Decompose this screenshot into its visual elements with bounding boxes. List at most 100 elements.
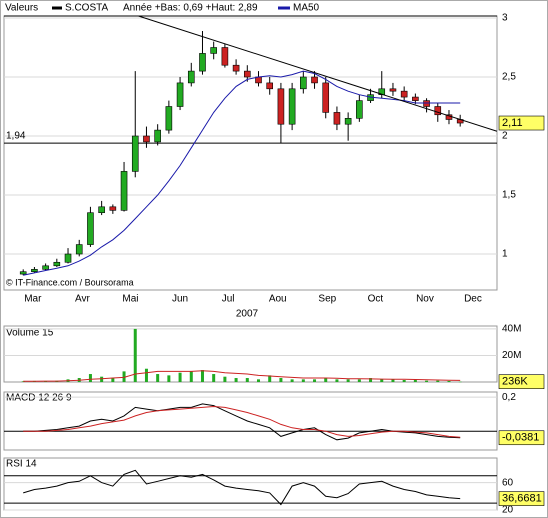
volume-bar xyxy=(402,380,406,382)
y-tick-label: 20M xyxy=(502,350,521,361)
volume-bar xyxy=(223,376,227,382)
x-tick-label: Nov xyxy=(416,294,434,305)
panel-frame xyxy=(3,391,498,451)
volume-bar xyxy=(257,379,261,382)
support-label: 1,94 xyxy=(6,131,26,142)
candle-body xyxy=(400,90,408,98)
candle-body xyxy=(42,265,49,270)
volume-bar xyxy=(290,379,294,382)
volume-bar xyxy=(245,378,249,382)
candle-body xyxy=(333,112,341,125)
last-value-box xyxy=(498,430,545,446)
panel-frame xyxy=(3,325,498,383)
last-value-box xyxy=(498,115,545,131)
legend-entry: S.COSTA xyxy=(65,3,108,14)
candle-body xyxy=(109,206,117,211)
volume-bar xyxy=(122,371,126,382)
volume-bar xyxy=(335,379,339,382)
candle-body xyxy=(19,271,27,275)
candle-body xyxy=(300,76,307,90)
candle-body xyxy=(53,261,61,267)
candle-body xyxy=(154,129,161,143)
y-tick-label: 20 xyxy=(502,505,514,516)
last-value-label: 36,6681 xyxy=(502,493,542,505)
volume-bar xyxy=(144,368,148,382)
volume-bar xyxy=(189,371,193,382)
volume-bar xyxy=(111,378,115,382)
y-tick-label: 60 xyxy=(502,477,514,488)
volume-average xyxy=(23,370,461,382)
x-tick-label: Oct xyxy=(368,294,384,305)
candle-body xyxy=(288,88,296,125)
last-value-box xyxy=(498,374,545,389)
y-tick-label: 2 xyxy=(502,131,508,142)
volume-bar xyxy=(88,374,92,382)
candle-body xyxy=(187,70,195,84)
candle-body xyxy=(322,82,330,113)
candle-body xyxy=(221,47,229,66)
candle-body xyxy=(199,53,206,72)
candle-body xyxy=(165,106,173,131)
volume-bar xyxy=(200,370,204,382)
volume-bar xyxy=(212,374,216,382)
volume-bar xyxy=(380,379,384,382)
volume-bar xyxy=(268,375,272,382)
last-value-label: 2,11 xyxy=(502,117,523,129)
volume-bar xyxy=(324,378,328,382)
volume-bar xyxy=(436,380,440,382)
x-tick-label: Mai xyxy=(122,294,138,305)
legend-entry: MA50 xyxy=(293,3,320,14)
panel-title: MACD 12 26 9 xyxy=(6,393,72,404)
x-tick-label: Avr xyxy=(75,294,90,305)
volume-bar xyxy=(425,380,429,382)
volume-bar xyxy=(357,379,361,382)
last-value-label: 236K xyxy=(502,376,528,388)
indicator-line xyxy=(23,403,461,441)
candle-body xyxy=(232,64,240,72)
candle-body xyxy=(131,135,139,172)
y-tick-label: 1 xyxy=(502,249,508,260)
candle-body xyxy=(210,47,217,54)
y-tick-label: 3 xyxy=(502,13,508,24)
y-tick-label: 0,2 xyxy=(502,392,516,403)
x-axis-label: 2007 xyxy=(236,309,259,320)
x-tick-label: Mar xyxy=(24,294,42,305)
x-tick-label: Aou xyxy=(269,294,287,305)
source: © IT-Finance.com / Boursorama xyxy=(6,277,134,287)
panel-title: Volume 15 xyxy=(6,328,54,339)
candle-body xyxy=(277,88,285,125)
last-value-box xyxy=(498,491,545,506)
volume-bar xyxy=(44,381,48,382)
volume-bar xyxy=(346,379,350,382)
x-tick-label: Sep xyxy=(318,294,336,305)
candle-body xyxy=(389,88,397,92)
y-tick-label: 2,5 xyxy=(502,72,516,83)
candle-body xyxy=(423,100,430,107)
candle-body xyxy=(31,269,38,273)
indicator-line xyxy=(23,405,461,438)
candle-body xyxy=(176,82,184,107)
legend-title: Valeurs xyxy=(5,3,38,14)
candle-body xyxy=(266,82,274,90)
volume-bar xyxy=(413,380,417,382)
panel-title: RSI 14 xyxy=(6,459,37,470)
volume-bar xyxy=(100,376,104,382)
candle-body xyxy=(412,96,419,101)
candle-body xyxy=(434,106,442,116)
volume-bar xyxy=(167,375,171,382)
candle-body xyxy=(98,206,105,214)
candle-body xyxy=(120,171,128,211)
candle-body xyxy=(75,244,83,255)
volume-bar xyxy=(156,374,160,382)
volume-bar xyxy=(369,378,373,382)
volume-bar xyxy=(279,378,283,382)
volume-bar xyxy=(313,379,317,382)
moving-average xyxy=(23,70,461,276)
x-tick-label: Dec xyxy=(464,294,482,305)
volume-bar xyxy=(447,380,451,382)
range-note: Année +Bas: 0,69 +Haut: 2,89 xyxy=(123,3,258,14)
candle-body xyxy=(87,212,94,245)
volume-bar xyxy=(391,379,395,382)
candle-body xyxy=(311,76,318,84)
